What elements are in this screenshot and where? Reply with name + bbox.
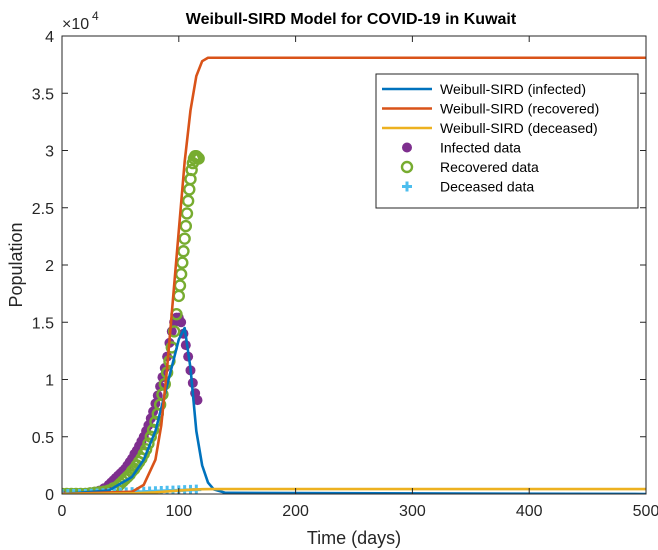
- data-point: [180, 207, 194, 220]
- legend-swatch-marker: [400, 160, 414, 174]
- legend-label: Weibull-SIRD (recovered): [440, 101, 599, 117]
- data-point: [177, 245, 190, 258]
- legend-item: Infected data: [402, 140, 521, 156]
- legend-item: Recovered data: [400, 159, 539, 175]
- y-tick-label: 3.5: [32, 86, 54, 103]
- x-axis-ticks: 0 100 200 300 400 500: [58, 36, 658, 520]
- legend-label: Deceased data: [440, 179, 534, 195]
- x-tick-label: 300: [399, 503, 426, 520]
- y-tick-label: 4: [45, 29, 54, 46]
- x-axis-label: Time (days): [307, 528, 401, 548]
- data-point: [185, 163, 198, 177]
- legend-item: Weibull-SIRD (infected): [382, 81, 586, 97]
- y-tick-label: 3: [45, 144, 54, 161]
- legend-swatch-marker: [402, 142, 412, 153]
- y-axis-ticks: 0 0.5 1 1.5 2 2.5 3 3.5 4: [32, 29, 646, 504]
- plot-area: [62, 56, 646, 494]
- data-point: [178, 232, 191, 245]
- x-tick-label: 400: [516, 503, 543, 520]
- legend-label: Weibull-SIRD (deceased): [440, 120, 598, 136]
- data-point: [181, 194, 195, 208]
- data-point: [68, 489, 79, 494]
- data-point: [80, 489, 91, 494]
- legend-swatch-marker: [402, 181, 412, 192]
- y-tick-label: 0: [45, 487, 54, 504]
- data-point: [65, 487, 78, 494]
- y-tick-label: 1: [45, 373, 54, 390]
- data-point: [69, 487, 83, 494]
- series-1: [62, 56, 646, 494]
- x-tick-label: 100: [165, 503, 192, 520]
- x-tick-label: 500: [633, 503, 658, 520]
- y-tick-label: 2: [45, 258, 54, 275]
- legend-item: Weibull-SIRD (recovered): [382, 101, 599, 117]
- legend-label: Weibull-SIRD (infected): [440, 81, 586, 97]
- series-line: [62, 326, 646, 494]
- series-line: [62, 487, 646, 494]
- series-line: [62, 56, 646, 494]
- y-tick-label: 2.5: [32, 201, 54, 218]
- x-tick-label: 0: [58, 503, 67, 520]
- legend: Weibull-SIRD (infected) Weibull-SIRD (rec…: [375, 73, 639, 209]
- data-point: [74, 489, 85, 494]
- y-tick-label: 1.5: [32, 315, 54, 332]
- data-point: [179, 219, 193, 233]
- y-exponent-label: ×10 4: [62, 9, 99, 33]
- legend-item: Weibull-SIRD (deceased): [382, 120, 598, 136]
- y-exponent-power: 4: [92, 9, 99, 23]
- legend-item: Deceased data: [402, 179, 534, 195]
- legend-label: Recovered data: [440, 159, 539, 175]
- series-2: [62, 487, 646, 494]
- y-axis-label: Population: [6, 222, 26, 307]
- data-point: [192, 152, 205, 165]
- series-0: [62, 326, 646, 494]
- legend-label: Infected data: [440, 140, 521, 156]
- y-tick-label: 0.5: [32, 430, 54, 447]
- chart-title: Weibull-SIRD Model for COVID-19 in Kuwai…: [186, 11, 517, 28]
- data-point: [62, 489, 73, 494]
- legend-box: [375, 73, 639, 209]
- series-layer: [62, 56, 646, 494]
- y-exponent-base: ×10: [62, 16, 89, 33]
- x-tick-label: 200: [282, 503, 309, 520]
